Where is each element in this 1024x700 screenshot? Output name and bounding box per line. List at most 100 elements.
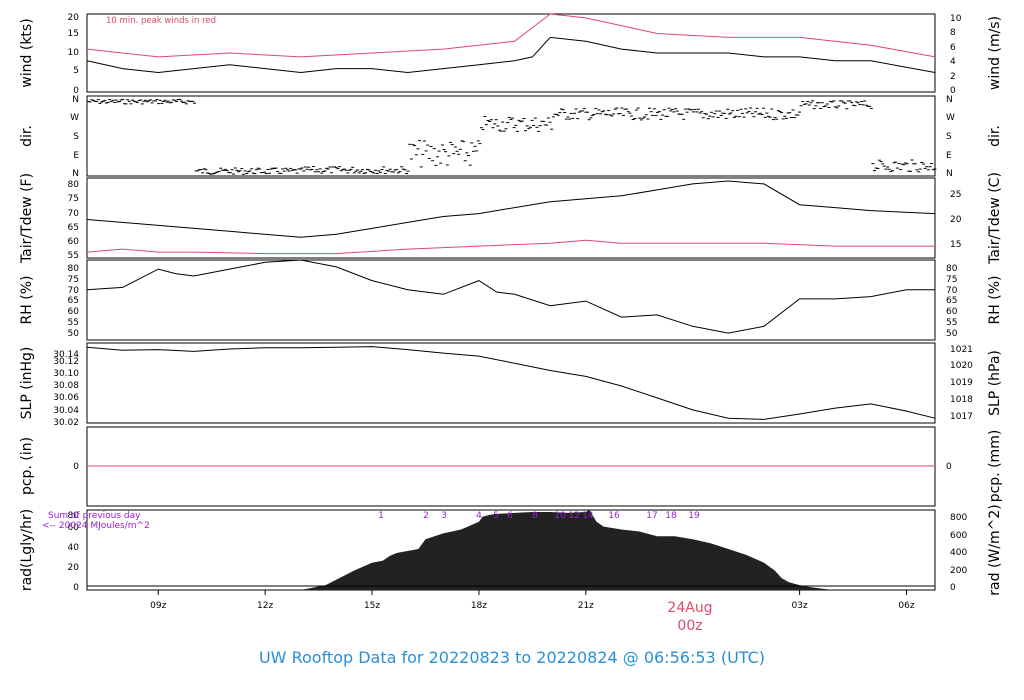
right-tick-label: N [946,95,953,105]
left-tick-label: 30.02 [53,418,79,428]
right-tick-label: 800 [950,513,967,523]
left-tick-label: 10 [68,48,80,58]
left-tick-label: 30.08 [53,381,79,391]
panel-temperature: Tair/Tdew (F) Tair/Tdew (C) 55 60 65 70 … [19,172,1003,265]
right-tick-label: N [946,169,953,179]
right-tick-label: 0 [946,462,952,472]
right-tick-label: 1017 [950,412,973,422]
left-tick-label: 75 [68,194,79,204]
left-tick-label: 80 [68,180,80,190]
panel-direction: dir. dir. N E S W N N E S W N [19,95,1003,179]
left-ylabel: pcp. (in) [19,437,35,495]
right-tick-label: 15 [950,240,961,250]
left-tick-label: 65 [68,296,79,306]
hour-number-label: 17 [646,511,657,521]
left-ylabel: SLP (inHg) [19,347,35,420]
hour-number-label: 5 [493,511,499,521]
hour-number-label: 14 [582,511,594,521]
hour-number-label: 3 [441,511,447,521]
x-tick-label: 15z [364,601,380,611]
left-tick-label: S [73,132,79,142]
panel-frame [86,259,936,341]
right-tick-label: 600 [950,531,967,541]
direction-marks [87,98,937,175]
panel-frame [86,95,936,177]
left-ylabel: wind (kts) [19,18,35,87]
peak-wind-note: 10 min. peak winds in red [106,16,216,26]
right-tick-label: 8 [950,28,956,38]
humidity-series [86,259,935,334]
panel-precipitation: pcp. (in) pcp. (mm) 0 0 [19,426,1003,507]
x-tick-label: 21z [578,601,594,611]
left-tick-label: 75 [68,275,79,285]
hour-number-label: 4 [476,511,482,521]
left-ylabel: Tair/Tdew (F) [19,173,35,264]
right-ylabel: dir. [987,125,1003,147]
wind-series [86,13,936,74]
x-tick-label: 06z [898,601,914,611]
left-tick-label: 60 [68,307,80,317]
right-tick-label: 200 [950,566,967,576]
right-tick-label: 0 [950,583,956,593]
right-ylabel: pcp. (mm) [987,430,1003,503]
right-ylabel: wind (m/s) [987,16,1003,90]
left-tick-label: 0 [73,583,79,593]
date-hour-label: 00z [677,618,703,634]
right-ylabel: Tair/Tdew (C) [987,172,1003,265]
right-tick-label: 25 [950,190,961,200]
left-tick-label: 60 [68,237,80,247]
left-tick-label: 70 [68,286,80,296]
left-tick-label: 30.04 [53,406,79,416]
right-tick-label: 1019 [950,378,973,388]
weather-chart: wind (kts) wind (m/s) 0 5 10 15 20 0 2 4… [19,13,1003,611]
hour-number-label: 19 [688,511,700,521]
right-tick-label: 1020 [950,361,973,371]
right-ylabel: RH (%) [987,276,1003,325]
left-tick-label: 30.10 [53,369,79,379]
hour-number-label: 16 [608,511,620,521]
daily-sum-label: Sum of previous day [48,511,141,521]
hour-number-label: 8 [532,511,538,521]
left-tick-label: 80 [68,511,80,521]
right-ylabel: rad (W/m^2) [987,504,1003,595]
series-line-0 [86,259,935,334]
left-tick-label: 50 [68,329,80,339]
hour-number-label: 2 [423,511,429,521]
left-tick-label: N [72,169,79,179]
left-ylabel: dir. [19,125,35,147]
hour-number-label: 1 [378,511,384,521]
x-tick-label: 18z [471,601,487,611]
panel-frame [86,177,936,259]
x-tick-label: 09z [150,601,166,611]
left-tick-label: 60 [68,523,80,533]
left-tick-label: 5 [73,66,79,76]
right-ylabel: SLP (hPa) [987,350,1003,416]
left-tick-label: E [73,151,79,161]
left-tick-label: 30.14 [53,350,79,360]
right-tick-label: 55 [946,318,957,328]
left-tick-label: 20 [68,563,80,573]
x-tick-label: 03z [792,601,808,611]
right-tick-label: 0 [950,86,956,96]
radiation-area [300,510,836,590]
daily-sum-value: <-- 20024 MJoules/m^2 [42,521,150,531]
hour-number-label: 6 [507,511,513,521]
pressure-series [86,346,936,420]
right-tick-label: 2 [950,72,956,82]
panel-frame [86,13,936,93]
right-tick-label: 80 [946,264,958,274]
right-tick-label: 6 [950,43,956,53]
left-tick-label: 55 [68,251,79,261]
left-tick-label: 0 [73,462,79,472]
right-tick-label: 4 [950,57,956,67]
right-tick-label: 60 [946,307,958,317]
left-tick-label: 55 [68,318,79,328]
chart-footer-title: UW Rooftop Data for 20220823 to 20220824… [258,648,766,667]
left-tick-label: 70 [68,209,80,219]
panel-pressure: SLP (inHg) SLP (hPa) 30.02 30.04 30.06 3… [19,342,1003,428]
radiation-series [87,510,935,590]
right-tick-label: 70 [946,286,958,296]
right-tick-label: 20 [950,215,962,225]
right-tick-label: 1018 [950,395,973,405]
right-tick-label: 400 [950,548,967,558]
